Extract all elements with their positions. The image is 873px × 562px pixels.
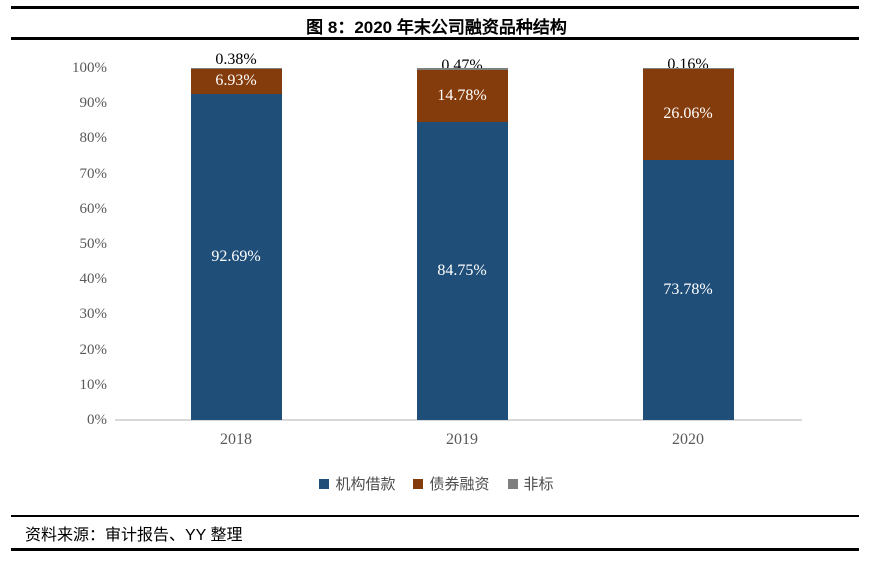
y-axis-tick-label: 40% bbox=[79, 271, 108, 288]
y-axis-tick-label: 60% bbox=[79, 200, 108, 217]
bar-segment-非标-2019 bbox=[416, 68, 508, 70]
chart-title: 图 8：2020 年末公司融资品种结构 bbox=[306, 18, 567, 37]
bar-segment-机构借款-2020: 73.78% bbox=[642, 160, 734, 420]
y-axis-tick-label: 80% bbox=[79, 130, 108, 147]
source-top-rule bbox=[11, 515, 859, 517]
legend-label: 非标 bbox=[523, 477, 554, 493]
y-axis-tick-label: 70% bbox=[79, 165, 108, 182]
bar-segment-机构借款-2018: 92.69% bbox=[190, 93, 282, 420]
y-axis-tick-label: 30% bbox=[79, 306, 108, 323]
data-label: 6.93% bbox=[215, 72, 257, 90]
data-label: 26.06% bbox=[663, 105, 713, 123]
data-label: 92.69% bbox=[211, 247, 261, 265]
data-label: 0.38% bbox=[215, 50, 257, 68]
legend-swatch-icon bbox=[319, 478, 330, 489]
title-bottom-rule bbox=[11, 37, 859, 40]
bar-segment-债券融资-2018: 6.93% bbox=[190, 69, 282, 94]
figure-bottom-rule bbox=[11, 548, 859, 551]
source-text: 资料来源：审计报告、YY 整理 bbox=[25, 527, 243, 544]
figure-top-rule bbox=[11, 6, 859, 9]
x-axis-line bbox=[115, 419, 802, 421]
x-axis-category-label: 2020 bbox=[672, 431, 704, 448]
data-label: 0.16% bbox=[667, 56, 709, 74]
bar-segment-非标-2020 bbox=[642, 68, 734, 69]
legend-item-机构借款: 机构借款 bbox=[319, 473, 395, 494]
chart-legend: 机构借款 债券融资 非标 bbox=[0, 473, 873, 494]
legend-swatch-icon bbox=[413, 478, 424, 489]
data-label: 73.78% bbox=[663, 281, 713, 299]
bar-segment-债券融资-2020: 26.06% bbox=[642, 68, 734, 161]
legend-item-债券融资: 债券融资 bbox=[413, 473, 490, 494]
y-axis-tick-label: 90% bbox=[79, 95, 108, 112]
data-label: 84.75% bbox=[437, 261, 487, 279]
stacked-bar-chart: 0% 10% 20% 30% 40% 50% 60% 70% 80% 90% 100% 92.69% 6… bbox=[72, 50, 802, 448]
x-axis-category-label: 2019 bbox=[446, 431, 478, 448]
bar-segment-机构借款-2019: 84.75% bbox=[416, 121, 508, 420]
y-axis-tick-label: 0% bbox=[87, 412, 107, 428]
bar-segment-非标-2018 bbox=[190, 68, 282, 70]
y-axis-tick-label: 10% bbox=[79, 376, 108, 393]
y-axis-tick-label: 100% bbox=[72, 60, 107, 76]
x-axis-category-label: 2018 bbox=[220, 431, 252, 448]
legend-item-非标: 非标 bbox=[507, 473, 554, 494]
data-label: 14.78% bbox=[437, 86, 487, 104]
y-axis-tick-label: 50% bbox=[79, 236, 108, 252]
bar-segment-债券融资-2019: 14.78% bbox=[416, 69, 508, 122]
legend-label: 债券融资 bbox=[429, 477, 490, 493]
legend-label: 机构借款 bbox=[335, 477, 396, 493]
y-axis-tick-label: 20% bbox=[79, 341, 108, 358]
data-label: 0.47% bbox=[441, 56, 483, 74]
legend-swatch-icon bbox=[507, 478, 518, 489]
